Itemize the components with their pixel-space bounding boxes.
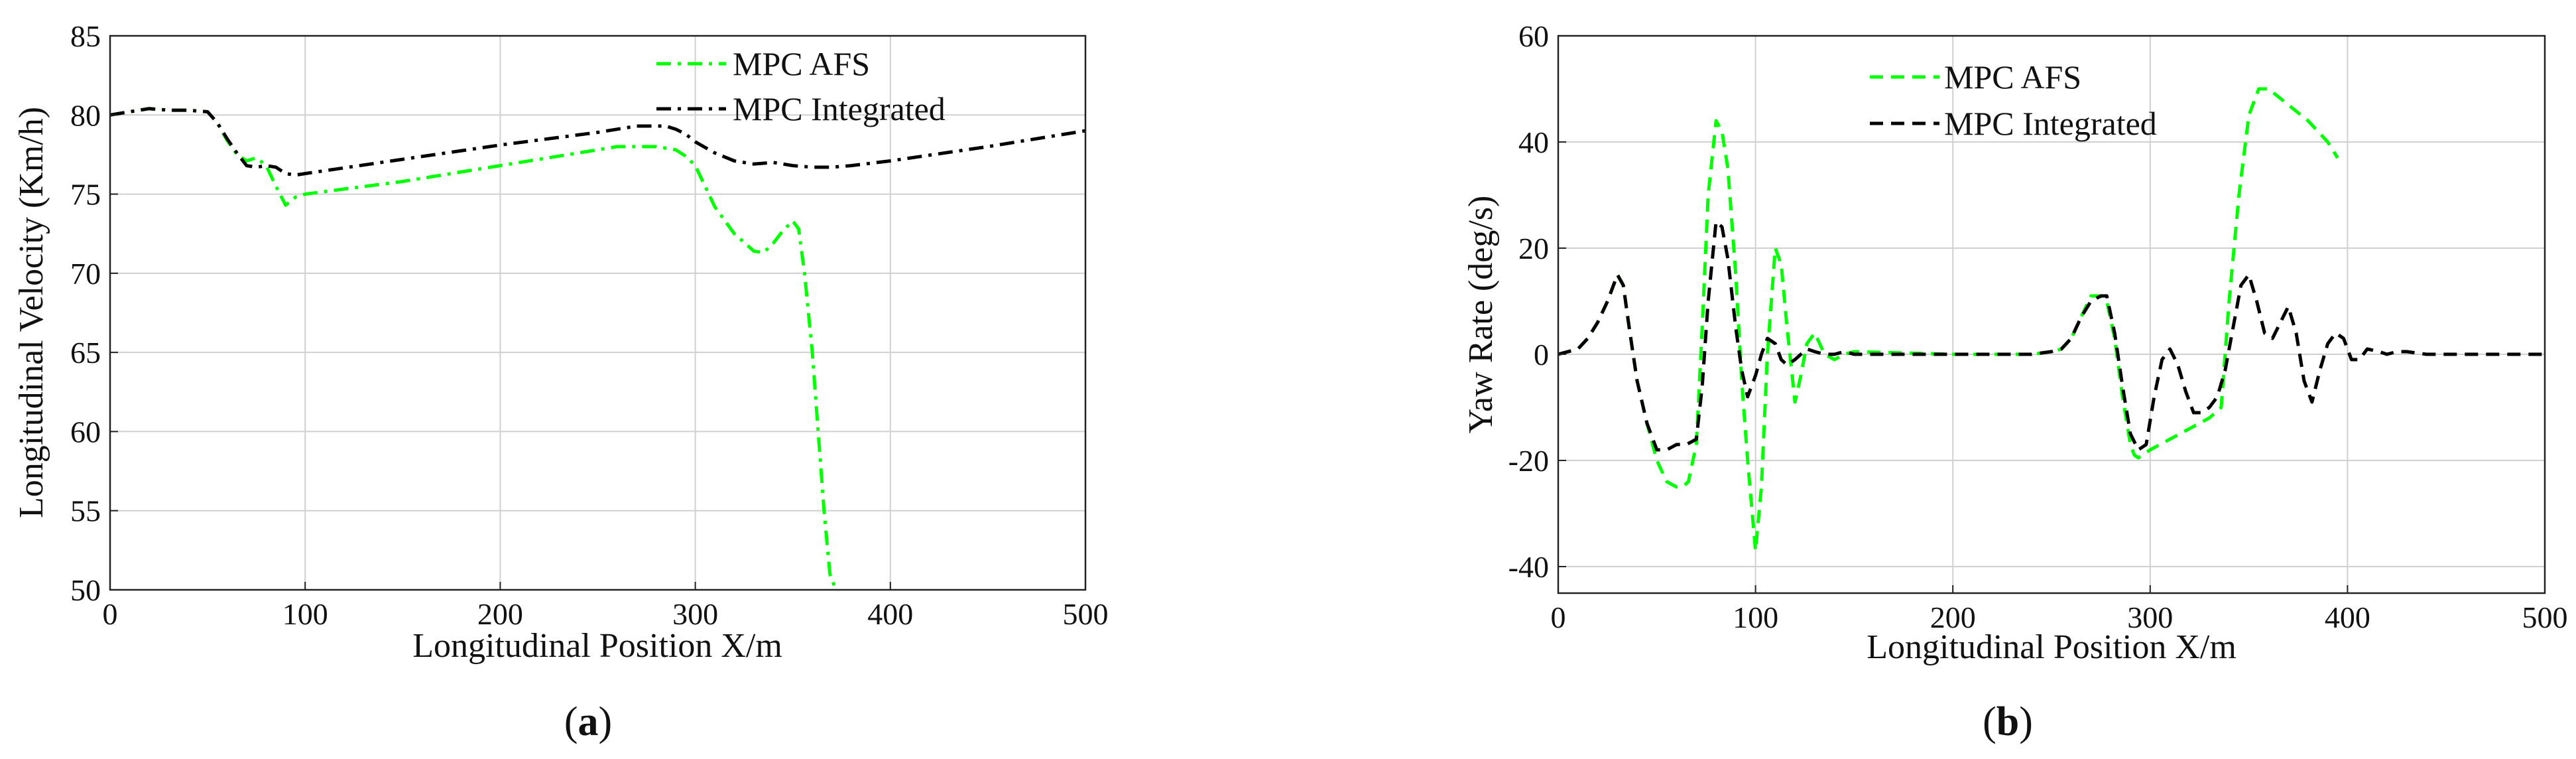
y-ticks-b: -40 -20 0 20 40 60 (1508, 19, 1566, 584)
y-tick-label: 85 (70, 19, 101, 53)
legend-label-mpc-integrated-a: MPC Integrated (733, 90, 946, 127)
series-lines-a (109, 107, 1086, 590)
series-line-mpc-afs-b (1558, 87, 2339, 553)
y-tick-label: 80 (70, 98, 101, 132)
x-tick-label: 300 (672, 597, 718, 631)
x-tick-label: 400 (2325, 600, 2370, 634)
plot-area-b (1558, 36, 2545, 593)
y-tick-label: 60 (70, 415, 101, 448)
legend-label-mpc-integrated-b: MPC Integrated (1944, 105, 2157, 142)
legend-label-mpc-afs-a: MPC AFS (733, 45, 870, 82)
x-tick-label: 400 (867, 597, 913, 631)
y-tick-label: 0 (1534, 338, 1549, 372)
y-tick-label: 75 (70, 178, 101, 212)
y-tick-label: 55 (70, 494, 101, 528)
legend-label-mpc-afs-b: MPC AFS (1944, 58, 2081, 96)
y-tick-label: 70 (70, 257, 101, 291)
y-ticks-a: 50 55 60 65 70 75 80 85 (70, 19, 118, 607)
panel-letter-b: b (1996, 699, 2019, 744)
y-tick-label: 60 (1518, 19, 1549, 53)
x-axis-label-b: Longitudinal Position X/m (1867, 628, 2237, 666)
y-tick-label: -20 (1508, 444, 1549, 478)
panel-label-b: (b) (1983, 699, 2033, 744)
plot-area-a (110, 36, 1085, 590)
series-line-mpc-integrated-b (1558, 220, 2545, 452)
x-tick-label: 100 (1733, 600, 1778, 634)
x-tick-label: 500 (1063, 597, 1109, 631)
chart-panel-a: 0 100 200 300 400 500 50 55 60 65 70 75 80 85 Longit… (13, 19, 1109, 744)
y-tick-label: -40 (1508, 550, 1549, 584)
series-line-mpc-integrated-a (109, 107, 1086, 177)
chart-panel-b: 0 100 200 300 400 500 -40 -20 0 20 40 60 Longitudi… (1462, 19, 2568, 744)
x-axis-label-a: Longitudinal Position X/m (412, 627, 782, 665)
x-tick-label: 100 (282, 597, 328, 631)
x-tick-label: 300 (2127, 600, 2173, 634)
plot-frame-a (109, 34, 1087, 591)
x-tick-label: 0 (103, 597, 118, 631)
y-axis-label-a: Longitudinal Velocity (Km/h) (13, 107, 50, 518)
panel-letter-a: a (578, 699, 599, 744)
y-tick-label: 40 (1518, 125, 1549, 159)
y-tick-label: 50 (70, 573, 101, 607)
x-tick-label: 0 (1551, 600, 1566, 634)
plot-frame-b (1557, 34, 2546, 594)
series-lines-b (1558, 87, 2545, 553)
y-axis-label-b: Yaw Rate (deg/s) (1462, 196, 1500, 434)
x-tick-label: 500 (2522, 600, 2568, 634)
y-tick-label: 20 (1518, 232, 1549, 265)
x-ticks-b: 0 100 200 300 400 500 (1551, 585, 2568, 634)
x-tick-label: 200 (1930, 600, 1976, 634)
panel-label-a: (a) (564, 699, 612, 744)
x-ticks-a: 0 100 200 300 400 500 (103, 582, 1109, 631)
legend-a: MPC AFS MPC Integrated (656, 45, 946, 127)
y-tick-label: 65 (70, 336, 101, 370)
series-line-mpc-afs-a (109, 107, 837, 590)
x-tick-label: 200 (477, 597, 523, 631)
legend-b: MPC AFS MPC Integrated (1870, 58, 2157, 142)
